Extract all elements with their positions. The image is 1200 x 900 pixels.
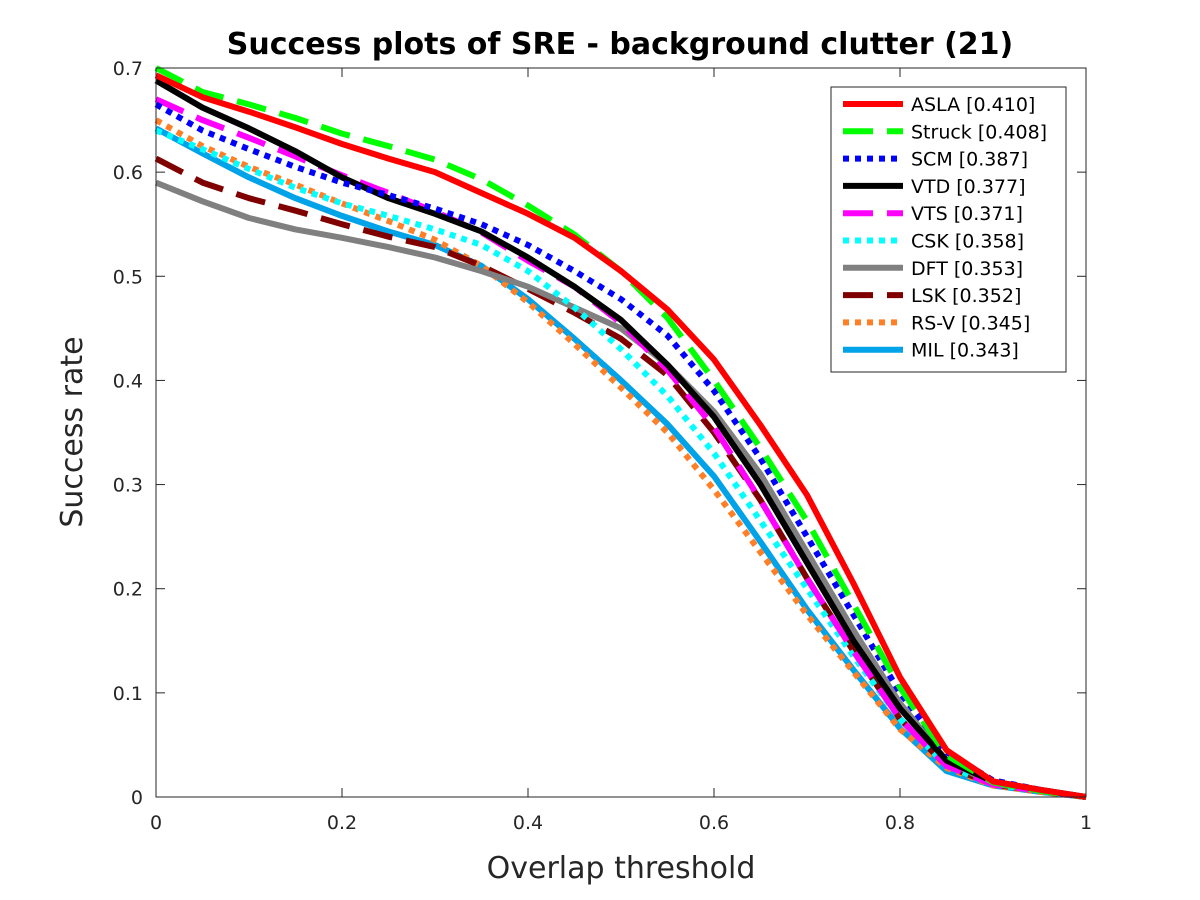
legend-entry-label: MIL [0.343] [911,340,1019,362]
y-axis-label: Success rate [55,336,90,527]
x-axis-label: Overlap threshold [487,851,756,886]
y-tick-label: 0.2 [113,579,143,601]
legend-entry-label: RS-V [0.345] [911,312,1030,334]
x-tick-label: 0.6 [699,812,729,834]
x-tick-label: 0.4 [513,812,543,834]
legend-entry-label: DFT [0.353] [911,258,1023,280]
series-line-0 [154,72,1087,800]
legend-entry-label: SCM [0.387] [911,149,1028,171]
legend-entry-label: CSK [0.358] [911,231,1024,253]
y-tick-label: 0.7 [113,58,143,80]
series-lines [154,65,1087,800]
chart-title: Success plots of SRE - background clutte… [227,27,1014,62]
x-tick-label: 1 [1080,812,1092,834]
x-tick-label: 0 [150,812,162,834]
series-line-7 [154,155,1087,800]
series-line-3 [154,77,1087,800]
plot-frame [155,67,1087,798]
y-tick-label: 0.6 [113,162,143,184]
legend-entry-label: VTD [0.377] [911,176,1026,198]
series-line-5 [154,127,1087,800]
x-tick-label: 0.8 [885,812,915,834]
y-tick-label: 0.1 [113,683,143,705]
axis-ticks: 0 0.2 0.4 0.6 0.8 1 0 0.1 0.2 0.3 0.4 0.5 0.6 0.7 [113,58,1092,834]
legend-entry-label: LSK [0.352] [911,285,1021,307]
y-tick-label: 0.4 [113,370,143,392]
y-tick-label: 0.5 [113,266,143,288]
series-line-8 [154,117,1087,800]
legend-entry-label: VTS [0.371] [911,203,1023,225]
y-tick-label: 0 [131,787,143,809]
y-tick-label: 0.3 [113,475,143,497]
legend: ASLA [0.410] Struck [0.408] SCM [0.387] VTD… [830,86,1067,373]
x-tick-label: 0.2 [327,812,357,834]
series-line-2 [154,101,1087,800]
legend-entry-label: ASLA [0.410] [911,94,1035,116]
legend-entry-label: Struck [0.408] [911,121,1047,143]
